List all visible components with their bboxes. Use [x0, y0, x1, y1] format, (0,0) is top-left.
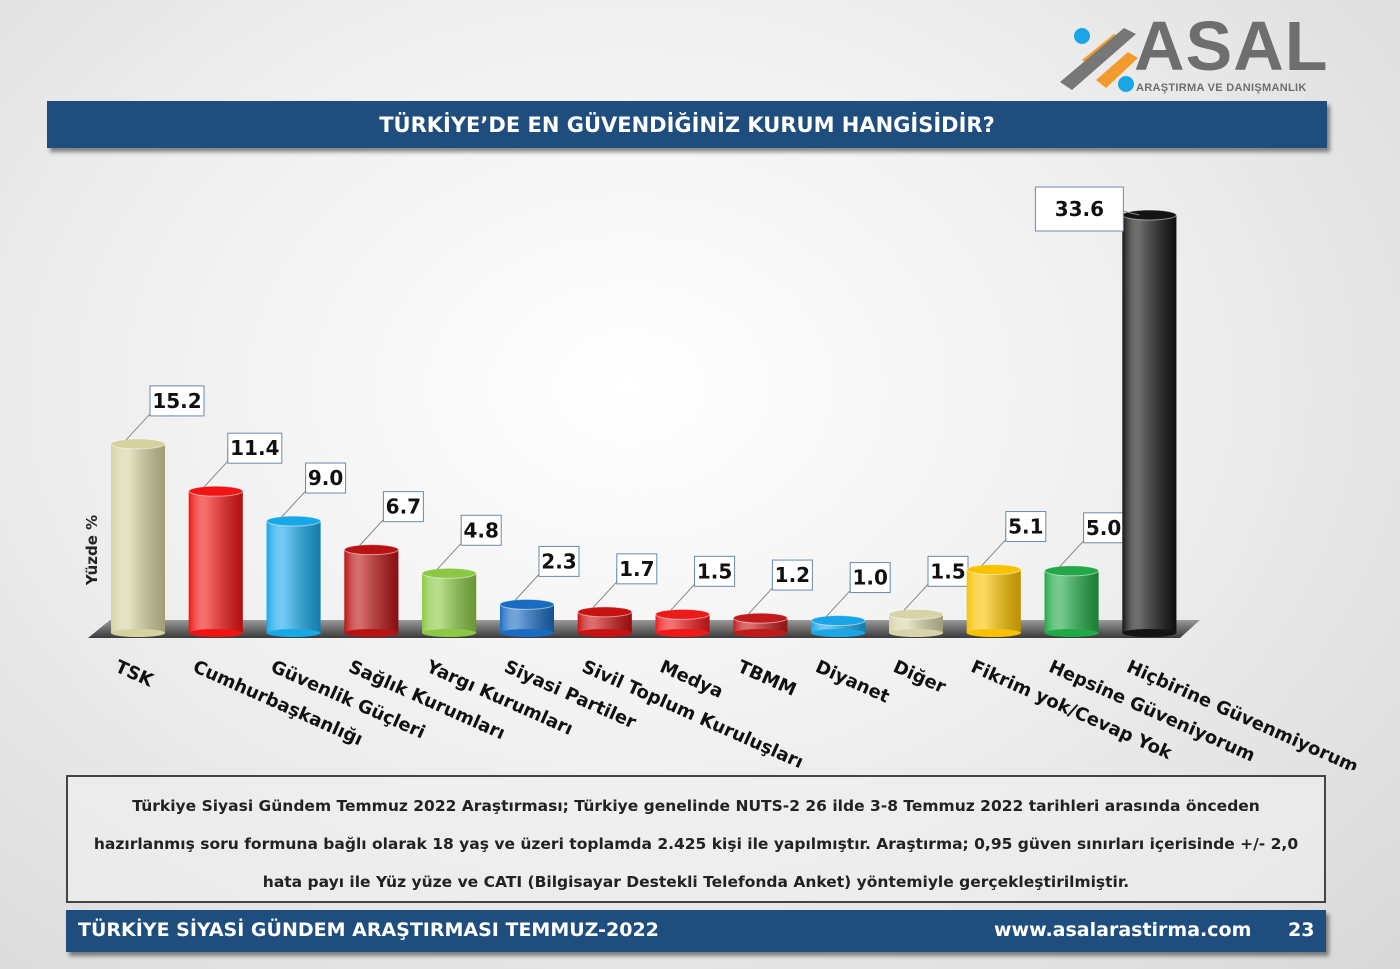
logo-text: ASAL — [1134, 7, 1329, 85]
leader-line — [1059, 526, 1085, 568]
chart-title-bar: TÜRKİYE’DE EN GÜVENDİĞİNİZ KURUM HANGİSİ… — [47, 101, 1327, 148]
category-label: TSK — [112, 656, 157, 692]
bar-base — [111, 629, 165, 637]
bar-base — [266, 629, 321, 637]
bar-base — [188, 629, 243, 637]
value-label: 5.1 — [1008, 515, 1043, 539]
logo-mark-icon — [1060, 28, 1138, 92]
leader-line — [903, 570, 929, 611]
value-label: 1.5 — [697, 559, 732, 583]
bar-base — [500, 629, 554, 637]
leader-line — [203, 447, 229, 488]
bar-base — [1044, 629, 1099, 637]
bar-base — [889, 629, 943, 637]
leader-line — [670, 570, 696, 611]
value-label: 1.5 — [930, 559, 965, 583]
bar-shading — [966, 569, 1021, 633]
bar-base — [344, 629, 399, 637]
footer-url[interactable]: www.asalarastirma.com — [994, 919, 1252, 941]
value-label: 4.8 — [463, 518, 498, 542]
value-label-box — [227, 432, 283, 464]
bar-shading — [188, 491, 243, 633]
value-label-box — [149, 385, 205, 417]
value-label: 33.6 — [1055, 197, 1104, 221]
bar-shading — [111, 443, 165, 633]
methodology-note: Türkiye Siyasi Gündem Temmuz 2022 Araştı… — [66, 775, 1326, 903]
value-label-box — [771, 559, 813, 591]
bar-top — [810, 615, 866, 627]
chart-floor — [88, 620, 1200, 638]
bar-base — [1122, 629, 1177, 637]
value-label: 15.2 — [152, 389, 201, 413]
value-label-box — [849, 562, 891, 594]
value-label-box — [305, 462, 347, 494]
value-label-box — [616, 553, 658, 585]
bar-top — [188, 485, 244, 497]
value-label-box — [538, 545, 580, 577]
bar-base — [655, 629, 710, 637]
note-line: hata payı ile Yüz yüze ve CATI (Bilgisay… — [262, 873, 1130, 891]
category-label: TBMM — [734, 656, 799, 700]
bar-base — [577, 629, 632, 637]
bar-top — [732, 612, 788, 624]
leader-line — [359, 505, 384, 546]
bar-top — [655, 608, 711, 620]
bar-chart: Yüzde %15.2TSK11.4Cumhurbaşkanlığı9.0Güv… — [83, 186, 1361, 770]
bar-top — [577, 606, 633, 618]
logo-subtitle: ARAŞTIRMA VE DANIŞMANLIK — [1136, 82, 1307, 94]
value-label-box — [1034, 186, 1124, 232]
leader-line — [825, 576, 851, 617]
note-line: hazırlanmış soru formuna bağlı olarak 18… — [93, 835, 1299, 853]
value-label: 6.7 — [386, 495, 421, 519]
leader-line — [436, 529, 462, 570]
value-label-box — [382, 491, 424, 523]
bar-top — [966, 564, 1022, 576]
bar-top — [1121, 209, 1177, 221]
leader-line — [748, 574, 773, 615]
bar-base — [422, 629, 477, 637]
leader-line — [281, 477, 307, 518]
leader-line — [592, 567, 618, 609]
value-label: 1.7 — [619, 557, 654, 581]
value-label-box — [1005, 511, 1047, 543]
category-label: Diğer — [890, 656, 949, 698]
chart-title: TÜRKİYE’DE EN GÜVENDİĞİNİZ KURUM HANGİSİ… — [379, 112, 995, 137]
value-label-box — [927, 555, 969, 587]
bar-top — [421, 567, 477, 579]
value-label-box — [460, 514, 502, 546]
value-label: 2.3 — [541, 549, 576, 573]
bar-top — [266, 515, 322, 527]
bar-shading — [422, 573, 477, 633]
value-label: 9.0 — [308, 466, 343, 490]
bar-shading — [1044, 570, 1099, 633]
value-label: 5.0 — [1086, 516, 1121, 540]
bar-top — [888, 608, 944, 620]
value-label: 1.0 — [852, 566, 887, 590]
footer-bar: TÜRKİYE SİYASİ GÜNDEM ARAŞTIRMASI TEMMUZ… — [66, 910, 1326, 952]
bar-shading — [1122, 215, 1177, 633]
value-label-box — [694, 555, 736, 587]
value-label: 11.4 — [230, 436, 279, 460]
bar-base — [811, 629, 866, 637]
page-number: 23 — [1288, 919, 1315, 941]
note-line: Türkiye Siyasi Gündem Temmuz 2022 Araştı… — [132, 797, 1260, 815]
bar-top — [1044, 565, 1100, 577]
bar-base — [966, 629, 1021, 637]
bar-top — [499, 598, 555, 610]
leader-line — [981, 525, 1007, 566]
bar-shading — [577, 611, 632, 633]
category-label: Diyanet — [812, 656, 893, 707]
bar-base — [733, 629, 788, 637]
leader-line — [125, 399, 151, 441]
asal-logo: ASAL ARAŞTIRMA VE DANIŞMANLIK — [1052, 7, 1332, 100]
bar-shading — [344, 549, 399, 633]
bar-top — [343, 544, 399, 556]
bar-shading — [266, 521, 321, 633]
y-axis-label: Yüzde % — [83, 515, 101, 586]
leader-line — [514, 560, 540, 601]
value-label: 1.2 — [775, 563, 810, 587]
footer-title: TÜRKİYE SİYASİ GÜNDEM ARAŞTIRMASI TEMMUZ… — [78, 919, 659, 941]
bar-top — [110, 438, 166, 450]
